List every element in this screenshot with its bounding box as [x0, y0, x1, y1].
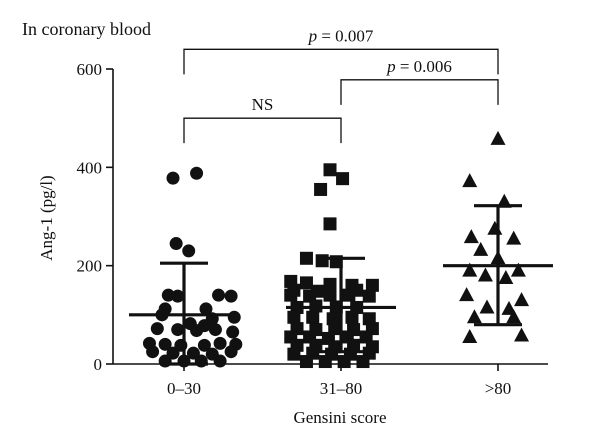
series-1	[142, 166, 243, 368]
data-point-square	[299, 251, 313, 265]
y-tick-label: 0	[94, 355, 103, 374]
y-axis-label: Ang-1 (pg/l)	[37, 175, 56, 260]
chart-title: In coronary blood	[22, 19, 151, 39]
data-point-circle	[161, 288, 175, 302]
data-point-square	[299, 355, 313, 369]
data-point-circle	[226, 325, 240, 339]
significance-bracket: p = 0.007	[183, 26, 499, 75]
data-point-circle	[146, 345, 160, 359]
y-tick-label: 400	[77, 158, 103, 177]
x-tick-label: 0–30	[167, 379, 201, 398]
summary-bar-2	[286, 256, 396, 354]
significance-bracket: p = 0.006	[340, 57, 499, 105]
data-point-circle	[199, 302, 213, 316]
data-point-square	[287, 310, 301, 324]
data-point-square	[323, 163, 337, 177]
series-2	[284, 163, 379, 369]
significance-brackets: NS p = 0.006 p = 0.007	[183, 26, 499, 144]
x-tick-label: 31–80	[320, 379, 363, 398]
data-point-square	[284, 288, 298, 302]
data-point-square	[359, 330, 373, 344]
data-point-square	[337, 355, 351, 369]
data-point-square	[287, 347, 301, 361]
data-point-circle	[224, 289, 238, 303]
data-point-triangle	[510, 262, 526, 277]
data-point-square	[326, 312, 340, 326]
data-point-square	[356, 355, 370, 369]
data-point-square	[342, 288, 356, 302]
data-point-circle	[186, 346, 200, 360]
data-point-square	[323, 277, 337, 291]
summary-bar-3	[443, 204, 553, 327]
data-point-triangle	[477, 267, 493, 282]
data-point-triangle	[506, 309, 522, 324]
data-point-circle	[197, 338, 211, 352]
data-point-triangle	[462, 262, 478, 277]
data-point-square	[362, 312, 376, 326]
data-point-triangle	[466, 309, 482, 324]
data-point-circle	[224, 345, 238, 359]
significance-bracket: NS	[183, 95, 342, 144]
p-symbol: p	[308, 26, 322, 45]
significance-label: NS	[252, 95, 274, 114]
data-point-triangle	[462, 328, 478, 343]
data-point-circle	[190, 166, 204, 180]
y-tick-label: 200	[77, 257, 103, 276]
data-point-circle	[190, 324, 204, 338]
bracket-line	[183, 48, 499, 75]
data-point-square	[306, 310, 320, 324]
data-point-square	[328, 322, 342, 336]
data-point-circle	[166, 171, 180, 185]
series-3	[459, 130, 530, 343]
data-point-circle	[212, 288, 226, 302]
data-point-square	[323, 288, 337, 302]
data-point-square	[318, 355, 332, 369]
data-point-square	[315, 254, 329, 268]
data-point-triangle	[473, 241, 489, 256]
data-point-square	[314, 182, 328, 196]
data-point-triangle	[506, 230, 522, 245]
significance-label: p = 0.006	[386, 57, 452, 76]
data-point-circle	[158, 337, 172, 351]
data-point-circle	[208, 323, 222, 337]
data-point-square	[336, 172, 350, 186]
data-point-triangle	[498, 269, 514, 284]
data-point-square	[323, 217, 337, 231]
data-point-circle	[166, 346, 180, 360]
y-tick-label: 600	[77, 60, 103, 79]
data-point-triangle	[462, 173, 478, 188]
data-point-triangle	[514, 292, 530, 307]
data-point-circle	[171, 323, 185, 337]
data-point-triangle	[490, 130, 506, 145]
data-point-circle	[213, 354, 227, 368]
data-point-circle	[171, 289, 185, 303]
data-point-square	[299, 276, 313, 290]
data-point-circle	[169, 237, 183, 251]
data-point-triangle	[463, 229, 479, 244]
data-point-square	[345, 310, 359, 324]
data-point-circle	[227, 310, 241, 324]
data-points	[142, 130, 530, 369]
data-point-triangle	[487, 220, 503, 235]
x-axis-label: Gensini score	[293, 408, 386, 427]
bracket-line	[340, 79, 499, 105]
x-tick-label: >80	[485, 379, 512, 398]
data-point-circle	[150, 322, 164, 336]
bracket-line	[183, 117, 342, 144]
summary-bar-1	[129, 261, 239, 366]
data-point-triangle	[479, 299, 495, 314]
data-point-square	[303, 289, 317, 303]
data-point-circle	[213, 336, 227, 350]
data-point-square	[362, 289, 376, 303]
significance-label: p = 0.007	[308, 26, 374, 45]
data-point-square	[365, 278, 379, 292]
summary-bars	[129, 204, 553, 366]
data-point-triangle	[514, 327, 530, 342]
data-point-circle	[182, 244, 196, 258]
p-symbol: p	[386, 57, 400, 76]
data-point-triangle	[459, 287, 475, 302]
